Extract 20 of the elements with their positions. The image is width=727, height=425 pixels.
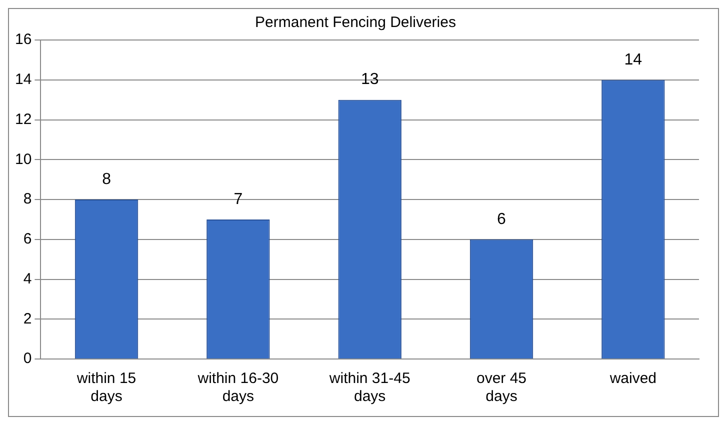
data-label: 6 [497,210,506,228]
y-tick-label: 16 [14,31,32,48]
chart-title: Permanent Fencing Deliveries [255,14,456,32]
y-tick-label: 0 [23,350,32,368]
x-tick-label: within 31-45 days [328,370,410,406]
data-label: 7 [234,190,243,208]
y-tick-label: 8 [23,190,32,208]
y-tick-label: 10 [14,150,32,168]
y-tick-label: 4 [23,270,32,288]
x-tick-label: within 15 days [76,370,136,406]
x-tick-label: within 16-30 days [196,370,279,406]
x-tick-label: waived [608,370,657,388]
y-tick-label: 2 [23,310,32,328]
data-label: 8 [102,170,112,188]
y-tick-label: 14 [14,71,32,88]
x-tick-label: over 45 days [476,370,527,406]
y-tick-label: 12 [14,110,32,128]
data-label: 14 [624,51,642,68]
data-label: 13 [360,71,379,88]
y-tick-label: 6 [23,230,32,248]
